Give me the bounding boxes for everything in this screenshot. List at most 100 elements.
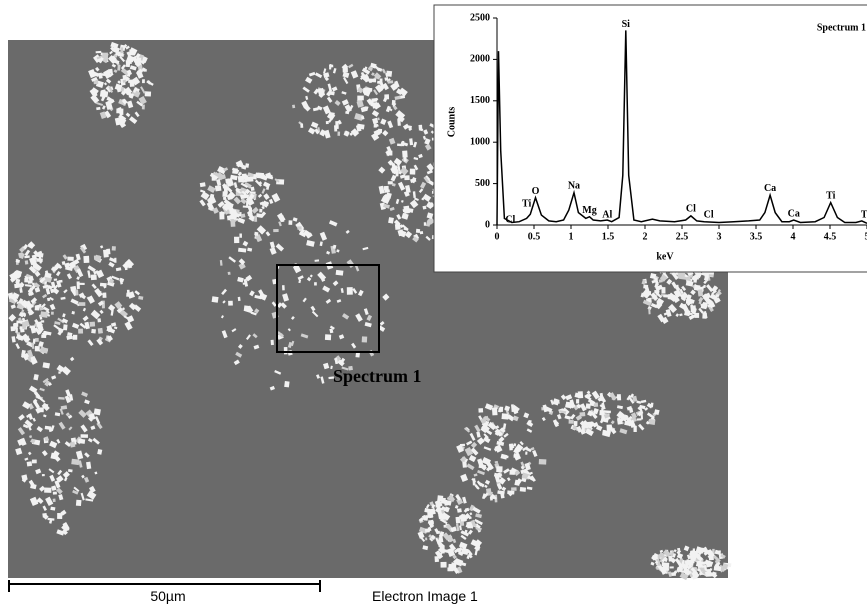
page: Spectrum 1 50µm Electron Image 1 Spectru… [0,0,867,606]
particle [142,79,145,83]
particle [714,566,721,571]
particle [234,237,239,243]
particle [259,209,262,213]
particle [219,212,224,220]
x-tick-label: 3 [717,231,722,242]
particle [212,296,219,303]
particle [53,492,57,495]
y-tick-label: 500 [475,178,490,189]
particle [686,296,690,301]
x-tick-label: 2 [643,231,648,242]
particle [436,531,440,534]
particle [222,191,227,197]
particle [117,65,120,71]
particle [448,564,452,570]
particle [126,293,132,297]
particle [362,336,367,342]
particle [96,107,100,110]
y-tick-label: 1000 [470,136,490,147]
particle [408,125,412,128]
particle [634,426,637,432]
particle [357,96,364,101]
peak-label: Cl [686,204,696,215]
particle [129,49,135,55]
x-tick-label: 0 [495,231,500,242]
particle [325,334,331,340]
particle [58,397,65,400]
peak-label: Ti [861,209,867,220]
particle [244,305,251,310]
particle [574,421,578,426]
particle [428,520,434,525]
particle [273,229,278,232]
particle [288,220,292,225]
particle [116,109,123,114]
particle [300,124,303,128]
particle [513,443,516,446]
particle [422,206,426,210]
particle [457,508,462,513]
particle [506,456,509,459]
particle [637,418,642,420]
particle [79,302,86,306]
particle [420,231,423,234]
particle [42,474,45,476]
peak-label: O [532,186,540,197]
particle [245,163,249,168]
particle [511,487,517,491]
particle [271,340,274,345]
particle [63,324,68,330]
particle [386,71,392,77]
peak-label: Ca [764,183,776,194]
x-tick-label: 0.5 [528,231,541,242]
particle [648,419,655,425]
particle [648,308,650,314]
particle [25,260,29,264]
particle [502,413,509,419]
particle [397,119,401,126]
particle [243,283,245,285]
particle [24,278,28,283]
particle [586,403,591,408]
particle [41,320,44,322]
particle [539,459,547,465]
particle [257,173,264,179]
x-tick-label: 1 [569,231,574,242]
scale-label: 50µm [150,588,185,604]
particle [205,194,208,198]
particle [495,461,498,464]
particle [247,177,253,182]
particle [677,272,685,279]
peak-label: Na [568,180,580,191]
x-tick-label: 4 [791,231,796,242]
particle [716,294,719,297]
particle [337,132,340,136]
particle [239,234,242,238]
particle [76,500,82,506]
particle [91,329,96,334]
particle [121,47,124,53]
particle [78,329,83,334]
peak-label: Ti [522,199,531,210]
particle [130,81,135,87]
particle [70,286,76,291]
particle [94,408,101,415]
particle [520,487,526,492]
particle [670,566,674,568]
particle [692,560,695,563]
particle [254,232,258,236]
particle [416,229,420,233]
particle [35,346,40,351]
x-tick-label: 1.5 [602,231,615,242]
particle [388,181,393,184]
particle [98,328,103,334]
y-tick-label: 0 [485,219,490,230]
particle [22,322,26,329]
particle [71,311,74,314]
peak-label: Cl [704,209,714,220]
particle [343,68,348,72]
particle [425,528,430,532]
peak-label: Si [622,19,631,30]
particle [225,178,229,183]
particle [228,272,231,275]
